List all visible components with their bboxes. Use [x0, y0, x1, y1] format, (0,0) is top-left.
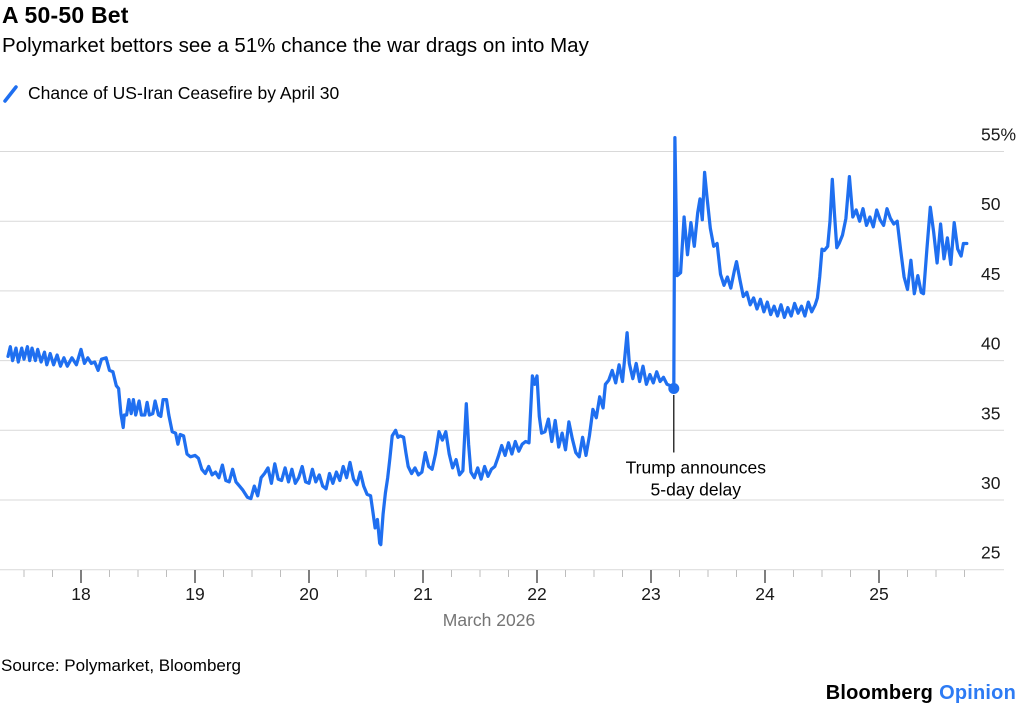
y-tick-label: 25	[981, 543, 1000, 563]
y-tick-label: 40	[981, 334, 1001, 354]
opinion-wordmark: Opinion	[939, 682, 1016, 704]
bloomberg-wordmark: Bloomberg	[825, 682, 934, 704]
x-tick-label: 22	[527, 584, 546, 604]
annotation-text-line1: Trump announces	[626, 457, 767, 477]
legend: Chance of US-Iran Ceasefire by April 30	[2, 83, 339, 104]
y-tick-label: 45	[981, 264, 1000, 284]
ceasefire-probability-line	[6, 135, 969, 547]
bloomberg-opinion-logo: Bloomberg Opinion	[826, 682, 1016, 705]
legend-label: Chance of US-Iran Ceasefire by April 30	[28, 83, 340, 103]
x-axis-labels: 18 19 20 21 22 23 24 25	[71, 584, 888, 604]
x-tick-label: 21	[413, 584, 432, 604]
x-tick-label: 25	[869, 584, 888, 604]
y-axis-labels: 55% 50 45 40 35 30 25	[981, 125, 1016, 563]
y-tick-label: 50	[981, 194, 1001, 214]
source-credit: Source: Polymarket, Bloomberg	[1, 656, 241, 675]
y-tick-label: 30	[981, 473, 1001, 493]
x-axis-ticks	[23, 570, 965, 583]
x-tick-label: 19	[185, 584, 204, 604]
y-tick-label: 55%	[981, 125, 1016, 145]
x-tick-label: 20	[299, 584, 319, 604]
page-subtitle: Polymarket bettors see a 51% chance the …	[2, 34, 589, 57]
x-tick-label: 24	[755, 584, 775, 604]
page-title: A 50-50 Bet	[2, 2, 129, 28]
legend-line-swatch-icon	[3, 84, 18, 103]
annotation-dot	[668, 382, 680, 394]
x-axis-title: March 2026	[443, 610, 535, 630]
annotation-text-line2: 5-day delay	[651, 479, 742, 499]
gridlines	[0, 151, 1004, 571]
x-tick-label: 23	[641, 584, 660, 604]
y-tick-label: 35	[981, 403, 1000, 423]
x-tick-label: 18	[71, 584, 90, 604]
